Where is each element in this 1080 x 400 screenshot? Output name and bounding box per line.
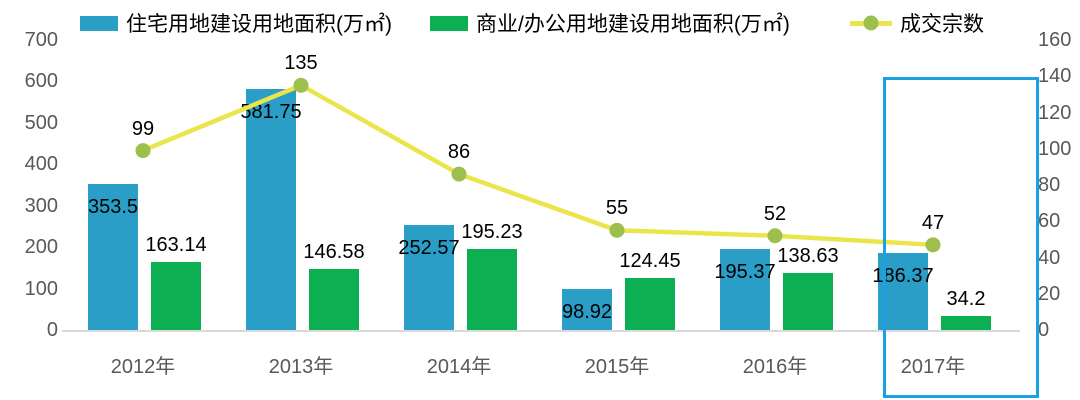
right-axis-tick: 0: [1038, 319, 1050, 341]
transactions-line-sample-icon: [850, 15, 892, 31]
legend-item-commercial: 商业/办公用地建设用地面积(万㎡): [430, 8, 790, 38]
left-axis-tick: 600: [24, 70, 58, 93]
left-axis-tick: 300: [24, 194, 58, 217]
bar-label-residential-2012年: 353.5: [87, 195, 139, 218]
x-axis-label-2014年: 2014年: [426, 356, 492, 378]
legend-label-residential: 住宅用地建设用地面积(万㎡): [126, 13, 392, 36]
x-axis-label-2017年: 2017年: [900, 356, 966, 378]
bar-label-residential-2017年: 186.37: [872, 264, 934, 287]
transactions-marker-icon: [863, 15, 879, 31]
left-axis-tick: 100: [24, 277, 58, 300]
x-axis-label-2013年: 2013年: [268, 356, 334, 378]
bar-label-residential-2015年: 98.92: [561, 301, 613, 324]
right-axis-tick: 80: [1038, 174, 1061, 196]
right-axis-tick: 60: [1038, 210, 1061, 233]
bar-commercial-2016年: [783, 272, 833, 330]
bar-commercial-2012年: [151, 262, 201, 330]
transactions-marker-2016年: [767, 228, 783, 244]
bar-residential-2015年: [562, 289, 612, 330]
line-label-2016年: 52: [763, 202, 787, 225]
right-axis-tick: 40: [1038, 246, 1061, 269]
legend-item-residential: 住宅用地建设用地面积(万㎡): [80, 8, 392, 38]
bar-label-commercial-2017年: 34.2: [946, 287, 986, 310]
bar-label-commercial-2012年: 163.14: [145, 234, 207, 257]
right-axis-tick: 100: [1038, 137, 1072, 160]
commercial-series-swatch-icon: [430, 15, 468, 31]
legend-label-commercial: 商业/办公用地建设用地面积(万㎡): [476, 13, 790, 36]
bar-label-residential-2016年: 195.37: [714, 261, 776, 284]
bar-label-residential-2013年: 581.75: [240, 100, 302, 123]
legend-label-transactions: 成交宗数: [900, 13, 984, 36]
transactions-marker-2014年: [451, 166, 467, 182]
legend-item-transactions: 成交宗数: [850, 8, 984, 38]
left-axis-tick: 700: [24, 29, 58, 51]
bar-label-commercial-2013年: 146.58: [303, 241, 365, 264]
left-axis-tick: 500: [24, 111, 58, 134]
right-axis-tick: 140: [1038, 65, 1072, 88]
bar-residential-2016年: [720, 249, 770, 330]
right-axis-tick: 20: [1038, 282, 1061, 305]
bar-commercial-2015年: [625, 278, 675, 330]
line-label-2015年: 55: [605, 197, 629, 220]
line-label-2017年: 47: [921, 211, 945, 234]
x-axis-label-2015年: 2015年: [584, 356, 650, 378]
line-label-2013年: 135: [284, 52, 318, 75]
x-axis-label-2016年: 2016年: [742, 356, 808, 378]
transactions-marker-2015年: [609, 222, 625, 238]
bar-label-commercial-2016年: 138.63: [777, 244, 839, 267]
bar-label-residential-2014年: 252.57: [398, 237, 460, 260]
bar-label-commercial-2015年: 124.45: [619, 250, 681, 273]
bar-residential-2013年: [246, 88, 296, 330]
line-label-2012年: 99: [131, 117, 155, 140]
left-axis-tick: 400: [24, 153, 58, 176]
right-axis-tick: 160: [1038, 29, 1072, 51]
x-axis-label-2012年: 2012年: [110, 356, 176, 378]
bar-residential-2012年: [88, 183, 138, 330]
bar-commercial-2014年: [467, 249, 517, 330]
bar-residential-2017年: [878, 252, 928, 330]
residential-series-swatch-icon: [80, 15, 118, 31]
left-axis-tick: 200: [24, 236, 58, 259]
left-axis-tick: 0: [46, 319, 58, 341]
bar-commercial-2013年: [309, 269, 359, 330]
x-axis-line: [62, 330, 1020, 332]
right-axis-tick: 120: [1038, 101, 1072, 124]
bar-commercial-2017年: [941, 315, 991, 330]
transactions-marker-2012年: [135, 143, 151, 159]
bar-label-commercial-2014年: 195.23: [461, 221, 523, 244]
highlight-box-2017年: [883, 77, 1039, 398]
line-label-2014年: 86: [447, 141, 471, 164]
